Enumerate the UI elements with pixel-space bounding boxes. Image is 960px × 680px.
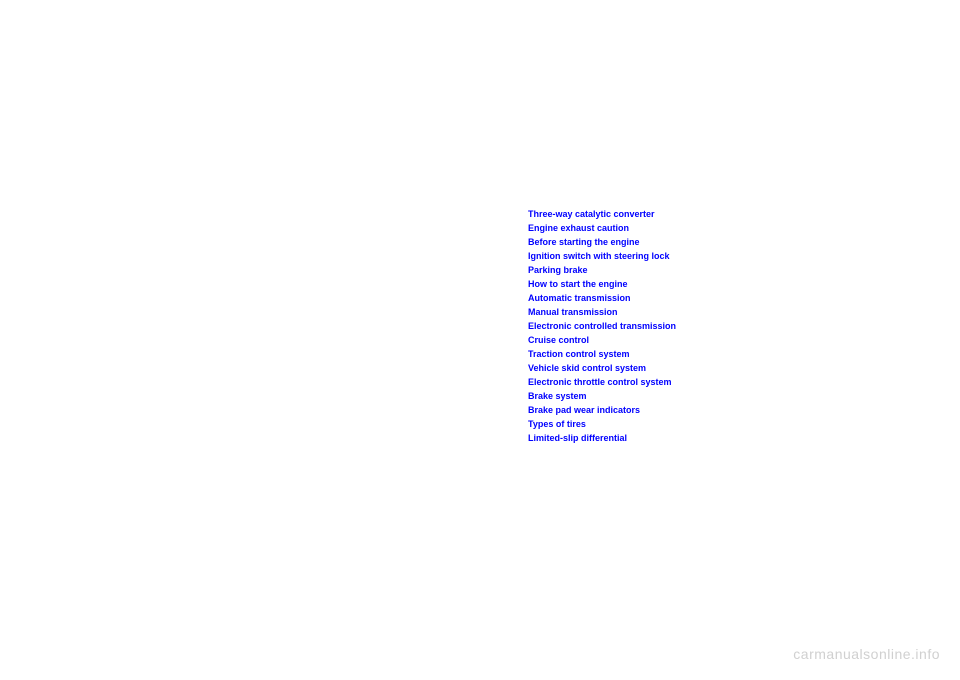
toc-link-list: Three-way catalytic converter Engine exh… [528, 207, 676, 445]
toc-link[interactable]: Parking brake [528, 263, 676, 277]
toc-link[interactable]: Limited-slip differential [528, 431, 676, 445]
toc-link[interactable]: Vehicle skid control system [528, 361, 676, 375]
toc-link[interactable]: Brake pad wear indicators [528, 403, 676, 417]
toc-link[interactable]: Brake system [528, 389, 676, 403]
toc-link[interactable]: Before starting the engine [528, 235, 676, 249]
toc-link[interactable]: Manual transmission [528, 305, 676, 319]
toc-link[interactable]: Traction control system [528, 347, 676, 361]
toc-link[interactable]: Automatic transmission [528, 291, 676, 305]
toc-link[interactable]: Cruise control [528, 333, 676, 347]
toc-link[interactable]: How to start the engine [528, 277, 676, 291]
toc-link[interactable]: Electronic controlled transmission [528, 319, 676, 333]
watermark-text: carmanualsonline.info [793, 646, 940, 662]
toc-link[interactable]: Engine exhaust caution [528, 221, 676, 235]
toc-link[interactable]: Electronic throttle control system [528, 375, 676, 389]
toc-link[interactable]: Three-way catalytic converter [528, 207, 676, 221]
toc-link[interactable]: Ignition switch with steering lock [528, 249, 676, 263]
toc-link[interactable]: Types of tires [528, 417, 676, 431]
